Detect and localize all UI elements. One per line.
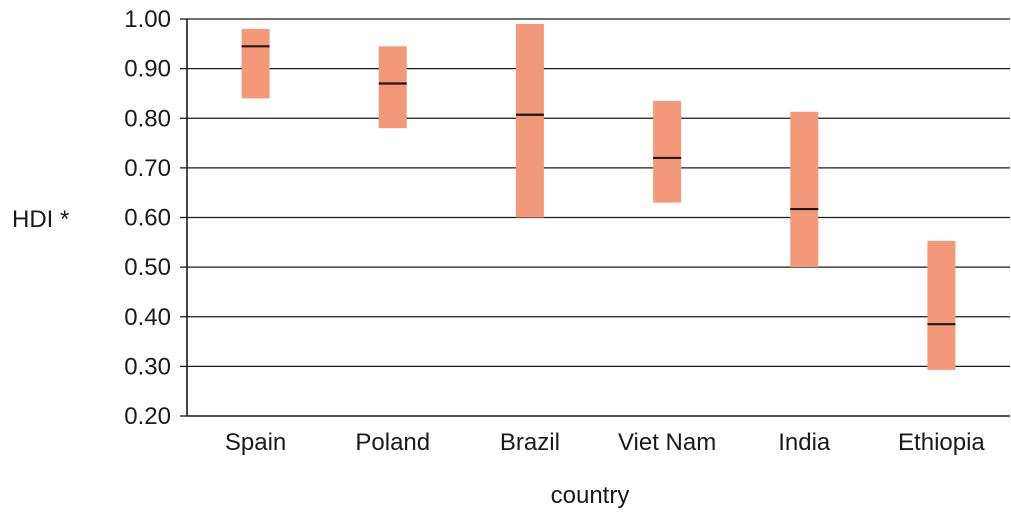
- axes: [186, 19, 1010, 417]
- y-tick-label: 0.70: [124, 155, 171, 182]
- range-bars: [241, 23, 956, 370]
- y-tick-label: 0.50: [124, 254, 171, 281]
- range-bar: [653, 100, 682, 203]
- y-tick-label: 0.80: [124, 105, 171, 132]
- range-bar: [378, 46, 407, 129]
- x-tick-label: Spain: [225, 429, 286, 456]
- y-tick-label: 0.20: [124, 403, 171, 430]
- x-tick-label: Ethiopia: [898, 429, 985, 456]
- range-bar: [790, 111, 819, 268]
- y-tick-label: 0.40: [124, 304, 171, 331]
- y-tick-label: 0.30: [124, 353, 171, 380]
- y-tick-label: 1.00: [124, 6, 171, 33]
- y-tick-label: 0.90: [124, 56, 171, 83]
- x-tick-label: India: [778, 429, 831, 456]
- x-tick-labels: Spain Poland Brazil Viet Nam India Ethiopia: [225, 429, 986, 456]
- y-axis-label: HDI *: [12, 206, 69, 233]
- x-tick-label: Poland: [355, 429, 430, 456]
- y-tick-label: 0.60: [124, 205, 171, 232]
- y-tick-labels: 0.20 0.30 0.40 0.50 0.60 0.70 0.80 0.90 1.00: [124, 6, 171, 430]
- gridlines: [180, 18, 1010, 417]
- x-tick-label: Viet Nam: [618, 429, 716, 456]
- range-bar: [515, 23, 544, 218]
- range-bar: [927, 240, 956, 370]
- range-bar: [241, 28, 270, 99]
- x-tick-label: Brazil: [500, 429, 560, 456]
- x-axis-label: country: [551, 482, 630, 509]
